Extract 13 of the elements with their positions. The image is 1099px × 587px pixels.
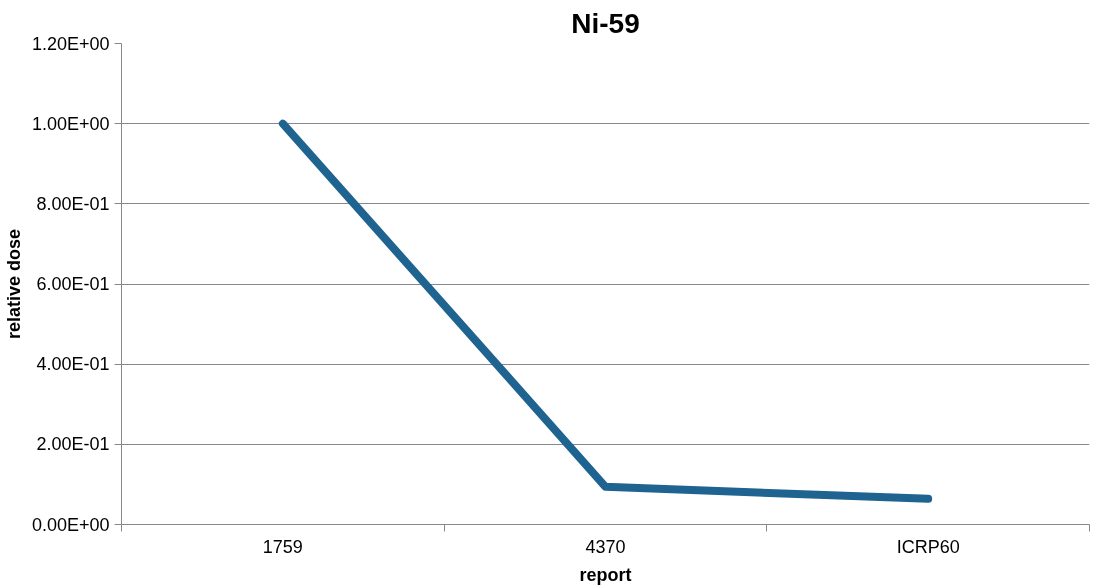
y-tick-label: 0.00E+00 [31, 514, 110, 535]
x-tick-label: ICRP60 [896, 536, 960, 557]
y-tick-label: 1.20E+00 [31, 33, 110, 54]
y-tick-label: 1.00E+00 [31, 113, 110, 134]
chart-title: Ni-59 [571, 7, 640, 39]
y-tick-label: 4.00E-01 [36, 354, 110, 375]
y-axis-title: relative dose [3, 228, 24, 340]
y-tick-label: 8.00E-01 [36, 193, 110, 214]
y-tick-label: 6.00E-01 [36, 274, 110, 294]
x-axis-title: report [579, 564, 632, 585]
x-tick-label: 4370 [585, 536, 626, 557]
y-tick-label: 2.00E-01 [36, 434, 110, 455]
x-tick-label: 1759 [262, 536, 303, 557]
